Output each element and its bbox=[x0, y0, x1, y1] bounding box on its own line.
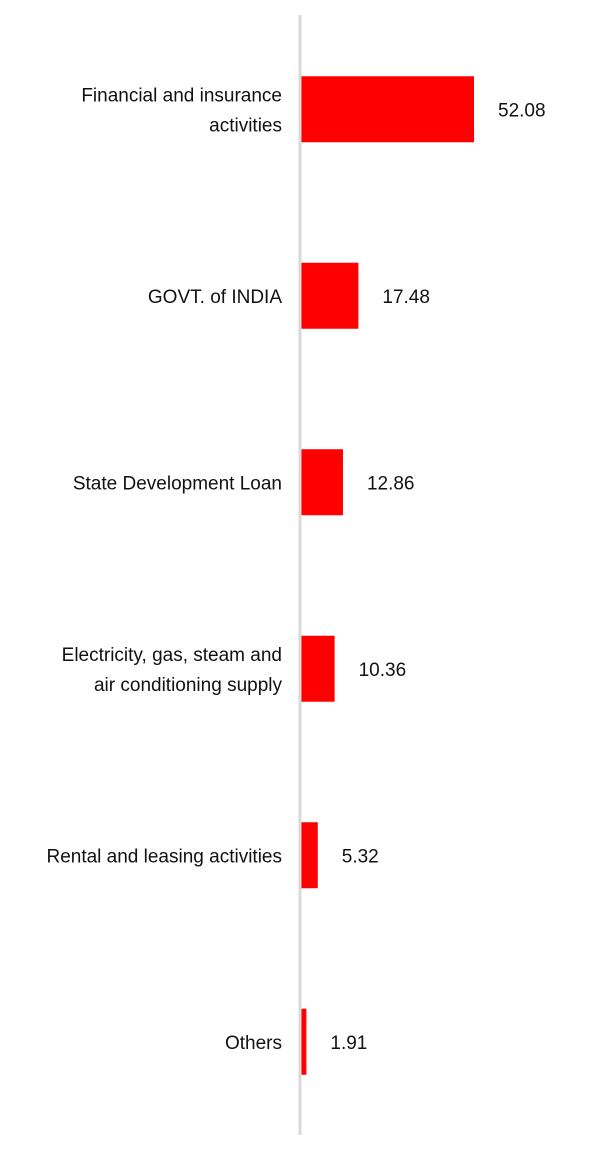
category-labels: Financial and insurance activities GOVT. o… bbox=[46, 85, 282, 1054]
category-label: Financial and insurance bbox=[81, 85, 282, 106]
category-label: Others bbox=[225, 1033, 282, 1054]
bar-5 bbox=[300, 1008, 307, 1075]
bar-0 bbox=[300, 76, 474, 143]
value-label: 52.08 bbox=[498, 100, 546, 121]
value-label: 10.36 bbox=[359, 660, 407, 681]
category-label: Electricity, gas, steam and bbox=[62, 645, 282, 666]
bar-2 bbox=[300, 449, 343, 516]
value-label: 5.32 bbox=[342, 846, 379, 867]
bars-layer bbox=[300, 76, 474, 1075]
value-label: 12.86 bbox=[367, 473, 415, 494]
category-label: State Development Loan bbox=[73, 473, 282, 494]
bar-3 bbox=[300, 635, 335, 702]
bar-1 bbox=[300, 262, 359, 329]
bar-4 bbox=[300, 822, 318, 889]
value-labels: 52.08 17.48 12.86 10.36 5.32 1.91 bbox=[330, 100, 545, 1054]
category-label: activities bbox=[209, 115, 282, 136]
category-label: GOVT. of INDIA bbox=[148, 287, 282, 308]
value-label: 1.91 bbox=[330, 1033, 367, 1054]
category-label: air conditioning supply bbox=[94, 675, 283, 696]
category-label: Rental and leasing activities bbox=[46, 846, 282, 867]
value-label: 17.48 bbox=[382, 287, 430, 308]
